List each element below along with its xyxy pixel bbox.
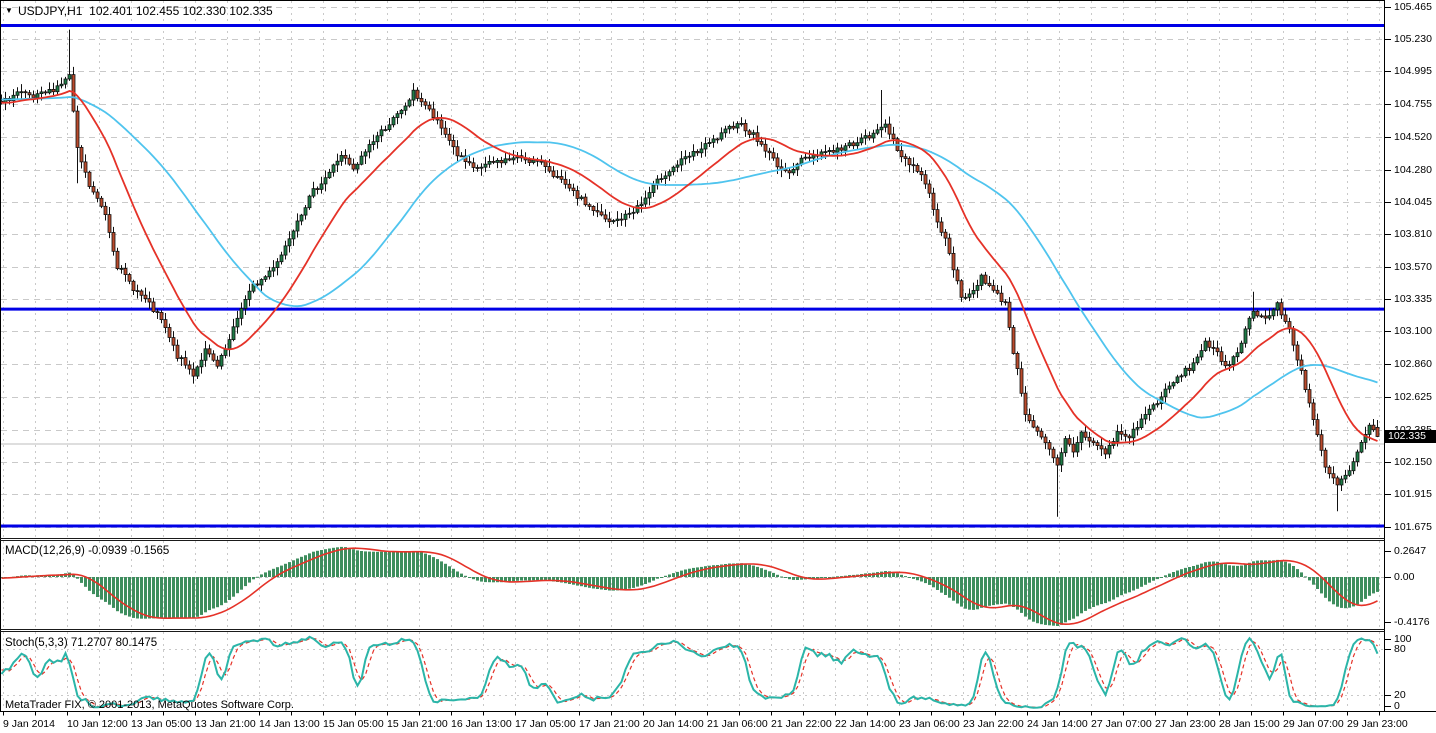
time-axis-label: 20 Jan 14:00 [643, 718, 704, 730]
ohlc-quote-label: 102.401 102.455 102.330 102.335 [89, 4, 273, 18]
time-axis-label: 21 Jan 06:00 [707, 718, 768, 730]
time-axis-label: 29 Jan 23:00 [1347, 718, 1408, 730]
time-axis-label: 27 Jan 07:00 [1091, 718, 1152, 730]
macd-axis-label: 0.2647 [1394, 545, 1427, 557]
time-axis-label: 22 Jan 14:00 [835, 718, 896, 730]
price-axis-label: 104.280 [1394, 164, 1432, 176]
time-axis-label: 28 Jan 15:00 [1219, 718, 1280, 730]
price-axis-label: 104.755 [1394, 98, 1432, 110]
time-axis-label: 15 Jan 05:00 [323, 718, 384, 730]
price-axis-label: 105.465 [1394, 1, 1432, 13]
stoch-axis-label: 100 [1394, 633, 1412, 645]
time-axis-label: 23 Jan 06:00 [899, 718, 960, 730]
time-axis-label: 23 Jan 22:00 [963, 718, 1024, 730]
price-axis-label: 103.810 [1394, 228, 1432, 240]
time-axis-label: 10 Jan 12:00 [67, 718, 128, 730]
price-axis-label: 104.045 [1394, 196, 1432, 208]
time-axis-label: 16 Jan 13:00 [451, 718, 512, 730]
time-axis-label: 29 Jan 07:00 [1283, 718, 1344, 730]
price-axis-label: 105.230 [1394, 33, 1432, 45]
price-axis-label: 101.915 [1394, 488, 1432, 500]
time-axis-label: 27 Jan 23:00 [1155, 718, 1216, 730]
time-axis-label: 14 Jan 13:00 [259, 718, 320, 730]
price-axis-label: 103.100 [1394, 325, 1432, 337]
time-axis-label: 24 Jan 14:00 [1027, 718, 1088, 730]
price-axis-label: 104.995 [1394, 65, 1432, 77]
time-axis-label: 15 Jan 21:00 [387, 718, 448, 730]
time-axis-label: 13 Jan 05:00 [131, 718, 192, 730]
macd-axis-label: 0.00 [1394, 571, 1415, 583]
collapse-arrow-icon[interactable]: ▼ [5, 6, 13, 15]
price-axis-label: 102.625 [1394, 391, 1432, 403]
macd-indicator-label: MACD(12,26,9) -0.0939 -0.1565 [5, 545, 170, 557]
stoch-indicator-label: Stoch(5,3,3) 71.2707 80.1475 [5, 637, 158, 649]
chart-title: USDJPY,H1 102.401 102.455 102.330 102.33… [18, 4, 273, 18]
symbol-period-label: USDJPY,H1 [18, 4, 83, 18]
price-axis-label: 102.860 [1394, 358, 1432, 370]
current-price-badge: 102.335 [1385, 430, 1436, 443]
stoch-axis-label: 80 [1394, 643, 1406, 655]
time-axis-label: 21 Jan 22:00 [771, 718, 832, 730]
price-axis-label: 103.335 [1394, 293, 1432, 305]
price-axis-label: 102.150 [1394, 456, 1432, 468]
time-axis-label: 13 Jan 21:00 [195, 718, 256, 730]
time-axis-label: 9 Jan 2014 [3, 718, 55, 730]
time-axis-label: 17 Jan 05:00 [515, 718, 576, 730]
price-axis-label: 104.520 [1394, 131, 1432, 143]
time-axis-label: 17 Jan 21:00 [579, 718, 640, 730]
macd-axis-label: -0.4176 [1394, 616, 1430, 628]
copyright-label: MetaTrader FIX, © 2001-2013, MetaQuotes … [5, 699, 294, 711]
price-axis-label: 101.675 [1394, 521, 1432, 533]
price-axis-label: 103.570 [1394, 261, 1432, 273]
stoch-axis-label: 20 [1394, 689, 1406, 701]
stoch-axis-label: 0 [1394, 700, 1400, 712]
